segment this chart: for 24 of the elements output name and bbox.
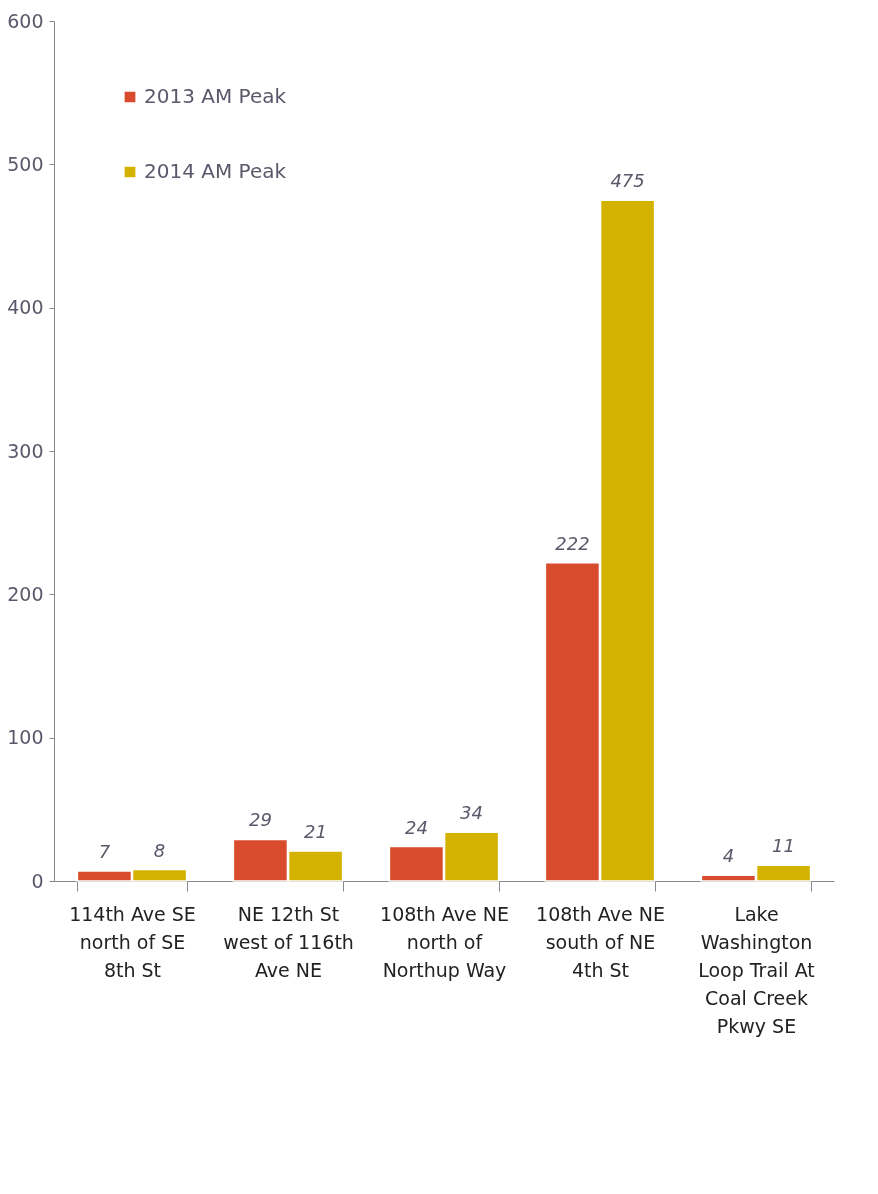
y-tick-label: 400 xyxy=(7,296,44,319)
x-tick-label: 114th Ave SE north of SE 8th St xyxy=(69,902,196,981)
data-label: 11 xyxy=(772,835,796,857)
x-tick-label: Lake Washington Loop Trail At Coal Creek Pkwy SE xyxy=(698,902,815,1037)
legend-label: 2013 AM Peak xyxy=(144,84,287,108)
data-label: 34 xyxy=(460,802,484,824)
data-label: 8 xyxy=(153,839,166,861)
y-tick-label: 300 xyxy=(7,439,44,462)
y-tick-label: 0 xyxy=(31,869,44,892)
x-tick-label: 108th Ave NE north of Northup Way xyxy=(380,902,509,981)
y-tick-label: 200 xyxy=(7,582,44,605)
y-tick-label: 500 xyxy=(7,152,44,175)
data-label: 24 xyxy=(404,816,428,838)
x-tick-label: 108th Ave NE south of NE 4th St xyxy=(536,902,665,981)
data-label: 29 xyxy=(248,809,272,831)
data-label: 21 xyxy=(304,820,328,842)
data-label: 4 xyxy=(722,845,735,867)
y-tick-label: 100 xyxy=(7,726,44,749)
x-tick-label: NE 12th St west of 116th Ave NE xyxy=(223,902,354,981)
data-label: 475 xyxy=(610,170,645,192)
legend-label: 2014 AM Peak xyxy=(144,159,287,183)
data-label: 7 xyxy=(98,840,111,862)
y-tick-label: 600 xyxy=(7,9,44,32)
data-label: 222 xyxy=(555,532,590,554)
